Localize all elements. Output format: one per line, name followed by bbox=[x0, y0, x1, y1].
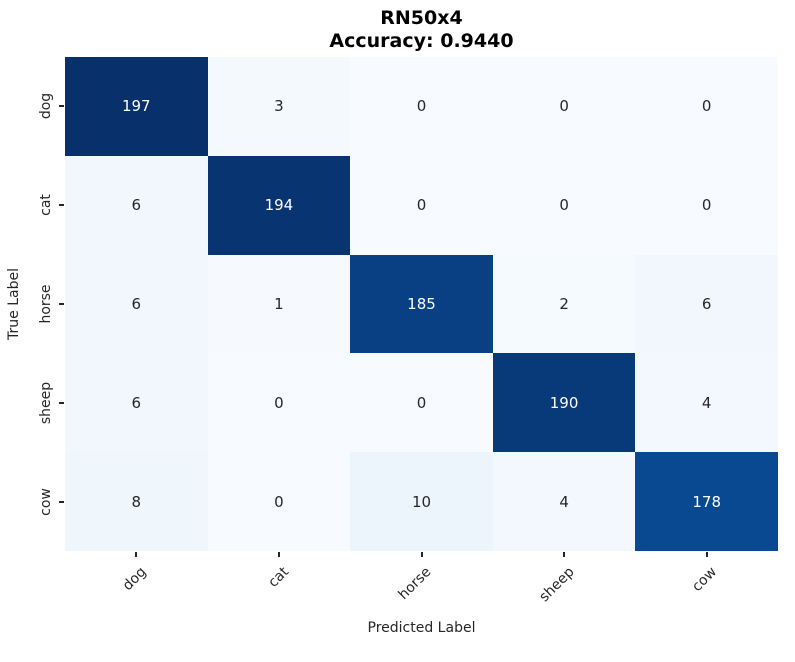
heatmap-cell-horse-cat: 1 bbox=[207, 254, 351, 354]
cell-value: 0 bbox=[416, 97, 427, 116]
heatmap-cell-sheep-sheep: 190 bbox=[492, 353, 636, 453]
cell-value: 10 bbox=[411, 492, 432, 511]
cell-value: 1 bbox=[274, 294, 284, 313]
y-tick-label-cow: cow bbox=[38, 487, 54, 516]
x-tick-label-text: cow bbox=[689, 564, 721, 595]
x-tick-label-text: sheep bbox=[536, 564, 578, 606]
heatmap-cell-sheep-cat: 0 bbox=[207, 353, 351, 453]
x-tick-label-text: cat bbox=[265, 564, 293, 591]
x-tick-mark bbox=[420, 552, 423, 557]
y-tick-mark bbox=[59, 401, 64, 404]
cell-value: 185 bbox=[407, 294, 436, 313]
heatmap-cell-horse-dog: 6 bbox=[65, 254, 208, 354]
y-tick-label-horse: horse bbox=[38, 284, 54, 324]
cell-value: 190 bbox=[549, 393, 579, 412]
cell-value: 0 bbox=[701, 196, 712, 215]
y-tick-label-sheep: sheep bbox=[38, 381, 54, 424]
cell-value: 0 bbox=[559, 97, 569, 116]
x-tick-label-cow: cow bbox=[681, 561, 720, 595]
x-tick-label-text: horse bbox=[395, 564, 435, 603]
heatmap-cell-dog-cow: 0 bbox=[635, 57, 778, 156]
heatmap-cell-cat-horse: 0 bbox=[350, 155, 493, 255]
cell-value: 0 bbox=[416, 393, 427, 412]
y-tick-mark bbox=[59, 303, 64, 305]
x-tick-label-horse: horse bbox=[384, 561, 435, 603]
heatmap-cell-dog-cat: 3 bbox=[207, 57, 351, 156]
y-tick-mark bbox=[59, 105, 64, 108]
heatmap-cell-horse-horse: 185 bbox=[350, 254, 493, 354]
cell-value: 0 bbox=[559, 196, 569, 215]
cell-value: 6 bbox=[131, 196, 142, 215]
y-tick-label-dog: dog bbox=[38, 93, 54, 120]
heatmap-grid: 197 3 0 0 0 6 194 0 0 0 6 1 185 2 6 6 0 0 190 4 8 0 10 4 178 bbox=[65, 57, 778, 551]
heatmap-cell-sheep-dog: 6 bbox=[65, 353, 208, 453]
cell-value: 4 bbox=[559, 492, 569, 511]
cell-value: 194 bbox=[264, 196, 294, 215]
y-tick-mark bbox=[59, 500, 64, 503]
y-axis-title: True Label bbox=[6, 268, 22, 340]
cell-value: 6 bbox=[131, 393, 142, 412]
cell-value: 3 bbox=[274, 97, 284, 116]
heatmap-cell-sheep-cow: 4 bbox=[635, 353, 778, 453]
y-tick-label-cat: cat bbox=[38, 194, 54, 217]
x-tick-mark bbox=[135, 552, 138, 557]
heatmap-cell-horse-sheep: 2 bbox=[492, 254, 636, 354]
cell-value: 0 bbox=[701, 97, 712, 116]
x-tick-label-dog: dog bbox=[112, 561, 150, 594]
x-tick-label-cat: cat bbox=[259, 561, 293, 591]
cell-value: 0 bbox=[274, 492, 284, 511]
heatmap-cell-cat-cat: 194 bbox=[207, 155, 351, 255]
cell-value: 197 bbox=[121, 97, 151, 116]
heatmap-cell-cow-cow: 178 bbox=[635, 452, 778, 551]
chart-accuracy-subtitle: Accuracy: 0.9440 bbox=[329, 30, 514, 52]
heatmap-cell-cat-dog: 6 bbox=[65, 155, 208, 255]
cell-value: 8 bbox=[131, 492, 142, 511]
heatmap-cell-cat-sheep: 0 bbox=[492, 155, 636, 255]
heatmap-cell-dog-sheep: 0 bbox=[492, 57, 636, 156]
cell-value: 6 bbox=[701, 294, 712, 313]
cell-value: 178 bbox=[692, 492, 722, 511]
cell-value: 6 bbox=[131, 294, 142, 313]
cell-value: 0 bbox=[416, 196, 427, 215]
x-axis-title: Predicted Label bbox=[367, 620, 476, 636]
cell-value: 0 bbox=[274, 393, 284, 412]
heatmap-cell-cow-dog: 8 bbox=[65, 452, 208, 551]
x-tick-label-text: dog bbox=[119, 564, 150, 594]
x-tick-mark bbox=[277, 552, 280, 557]
cell-value: 4 bbox=[701, 393, 712, 412]
chart-title: RN50x4 bbox=[380, 7, 463, 29]
heatmap-cell-cow-horse: 10 bbox=[350, 452, 493, 551]
heatmap-cell-sheep-horse: 0 bbox=[350, 353, 493, 453]
x-tick-mark bbox=[705, 552, 708, 557]
y-tick-mark bbox=[59, 204, 64, 207]
heatmap-cell-cat-cow: 0 bbox=[635, 155, 778, 255]
heatmap-cell-dog-dog: 197 bbox=[65, 57, 208, 156]
x-tick-mark bbox=[563, 552, 566, 557]
cell-value: 2 bbox=[559, 294, 569, 313]
x-tick-label-sheep: sheep bbox=[524, 561, 577, 605]
heatmap-cell-cow-cat: 0 bbox=[207, 452, 351, 551]
heatmap-cell-dog-horse: 0 bbox=[350, 57, 493, 156]
heatmap-cell-horse-cow: 6 bbox=[635, 254, 778, 354]
heatmap-cell-cow-sheep: 4 bbox=[492, 452, 636, 551]
